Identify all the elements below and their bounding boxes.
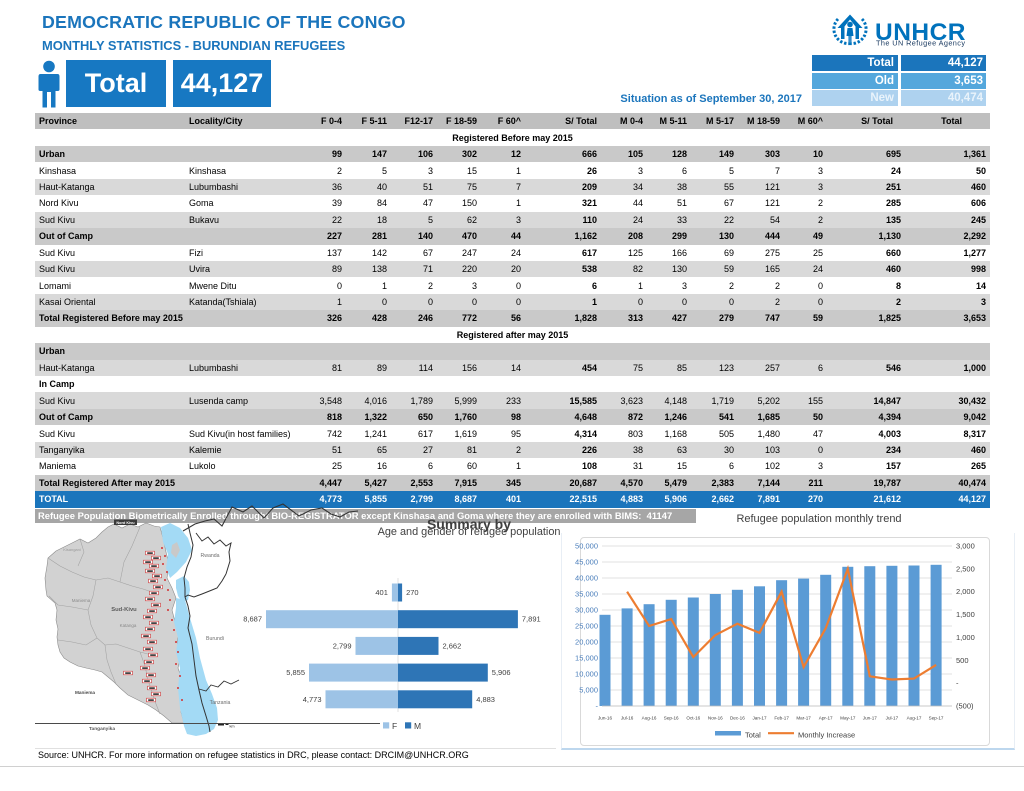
svg-text:1,500: 1,500 [956,610,975,619]
svg-text:Kisangani: Kisangani [63,547,81,552]
svg-text:45,000: 45,000 [575,558,598,567]
svg-text:M: M [414,721,421,731]
svg-text:Jul-16: Jul-16 [621,716,634,721]
svg-text:Apr-17: Apr-17 [819,716,833,721]
svg-text:Katanga: Katanga [120,623,137,628]
svg-text:Aug-16: Aug-16 [642,716,657,721]
svg-text:Nov-16: Nov-16 [708,716,723,721]
svg-text:-: - [956,679,959,688]
svg-text:20,000: 20,000 [575,638,598,647]
svg-text:UNHCR: UNHCR [875,19,966,46]
svg-text:Jan-17: Jan-17 [752,716,766,721]
svg-text:30,000: 30,000 [575,606,598,615]
svg-text:(500): (500) [956,702,974,711]
svg-text:Jun-16: Jun-16 [598,716,612,721]
svg-text:Total: Total [745,731,761,740]
svg-text:2,662: 2,662 [443,641,462,650]
svg-text:Mar-17: Mar-17 [796,716,811,721]
svg-text:Jun-17: Jun-17 [863,716,877,721]
svg-text:4,773: 4,773 [303,695,322,704]
svg-text:May-17: May-17 [840,716,856,721]
svg-text:5,000: 5,000 [579,686,598,695]
svg-text:Aug-17: Aug-17 [907,716,922,721]
svg-text:40,000: 40,000 [575,574,598,583]
svg-text:35,000: 35,000 [575,590,598,599]
svg-text:Maniema: Maniema [75,690,95,695]
svg-text:Sep-16: Sep-16 [664,716,679,721]
svg-text:25,000: 25,000 [575,622,598,631]
svg-text:3,000: 3,000 [956,542,975,551]
svg-text:Monthly Increase: Monthly Increase [798,731,855,740]
svg-text:50,000: 50,000 [575,542,598,551]
svg-text:10,000: 10,000 [575,670,598,679]
svg-text:Sud-Kivu: Sud-Kivu [111,607,137,613]
svg-text:15,000: 15,000 [575,654,598,663]
svg-text:2,000: 2,000 [956,587,975,596]
svg-text:Nord Kivu: Nord Kivu [116,521,135,525]
svg-text:4,883: 4,883 [476,695,495,704]
svg-text:Sep-17: Sep-17 [929,716,944,721]
svg-text:-: - [596,702,599,711]
svg-text:km: km [230,725,235,729]
svg-text:F: F [392,721,397,731]
svg-text:5,855: 5,855 [286,668,305,677]
svg-text:7,891: 7,891 [522,615,541,624]
svg-text:Jul-17: Jul-17 [886,716,899,721]
svg-text:401: 401 [375,588,388,597]
svg-text:The UN Refugee Agency: The UN Refugee Agency [876,39,965,48]
svg-text:Maniema: Maniema [72,598,91,603]
svg-text:5,906: 5,906 [492,668,511,677]
svg-text:Dec-16: Dec-16 [730,716,745,721]
svg-text:Burundi: Burundi [206,636,224,642]
svg-text:8,687: 8,687 [243,615,262,624]
svg-text:Oct-16: Oct-16 [686,716,700,721]
svg-text:Tanzania: Tanzania [210,700,231,706]
svg-text:1,000: 1,000 [956,633,975,642]
svg-text:2,500: 2,500 [956,564,975,573]
svg-text:270: 270 [406,588,419,597]
svg-text:Rwanda: Rwanda [200,553,219,559]
svg-text:Tanganyika: Tanganyika [89,726,115,732]
svg-text:Feb-17: Feb-17 [774,716,789,721]
svg-text:2,799: 2,799 [333,641,352,650]
svg-text:500: 500 [956,656,969,665]
